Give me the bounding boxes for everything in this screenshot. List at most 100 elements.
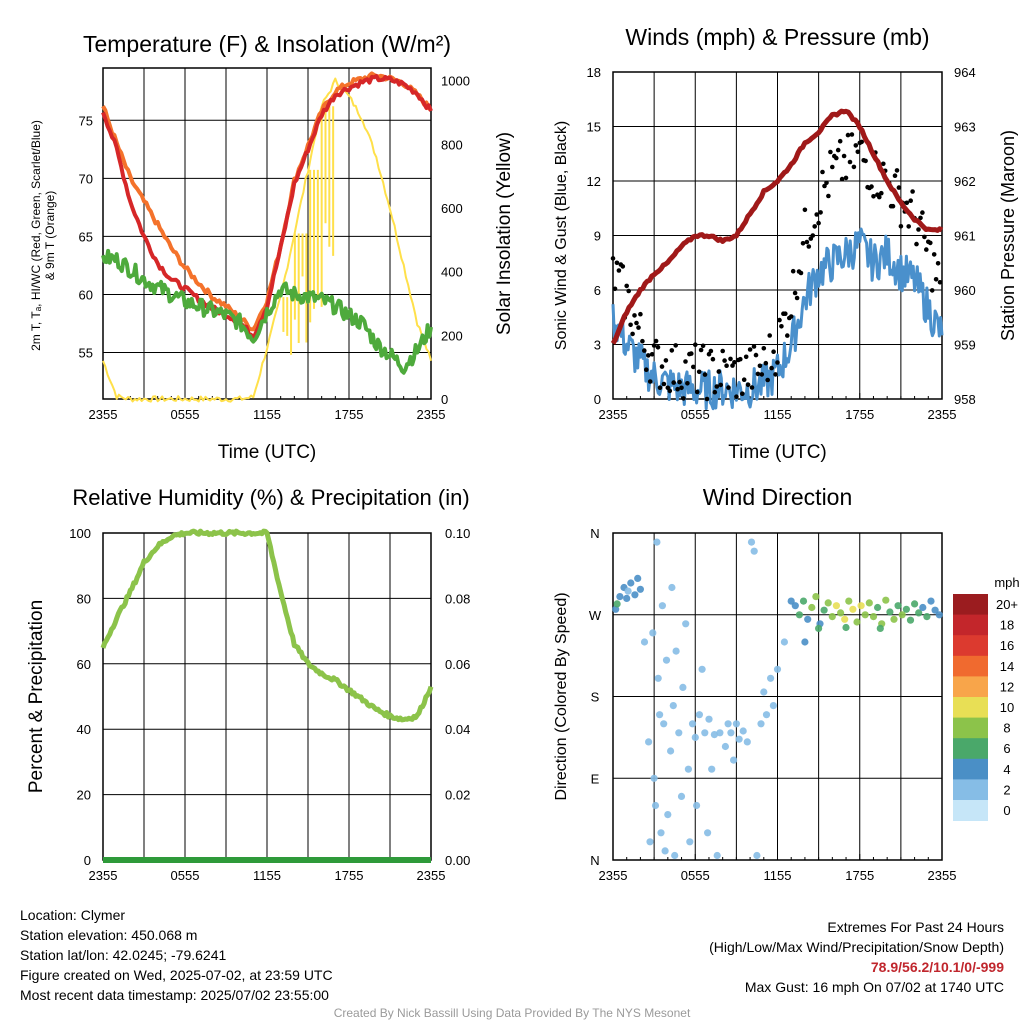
wind-gust-dot: [924, 247, 929, 252]
wind-gust-dot: [828, 149, 833, 155]
wind-direction-point: [672, 647, 680, 655]
wind-direction-point: [902, 605, 911, 613]
temp-ytick-label: 65: [79, 229, 93, 244]
wind-gust-dot: [740, 391, 745, 397]
relative-humidity-line: [100, 528, 434, 723]
wind-gust-dot: [657, 385, 663, 391]
speed-legend-label: 2: [1003, 782, 1010, 797]
wind-direction-point: [730, 756, 738, 764]
precip-ytick-label: 0.06: [445, 657, 470, 672]
wind-direction-point: [724, 720, 732, 728]
solar-ytick-label: 600: [441, 201, 463, 216]
temp-ytick-label: 60: [79, 287, 93, 302]
dir-xtick-label: 2355: [928, 868, 957, 883]
credit-line: Created By Nick Bassill Using Data Provi…: [333, 1006, 691, 1020]
figure-created: Figure created on Wed, 2025-07-02, at 23…: [20, 967, 333, 983]
wind-title: Winds (mph) & Pressure (mb): [625, 24, 929, 50]
wind-gust-dot: [738, 356, 743, 362]
wind-gust-dot: [830, 164, 835, 170]
wind-gust-dot: [753, 352, 759, 358]
wind-gust-dot: [812, 224, 817, 229]
wind-gust-dot: [636, 325, 641, 330]
speed-legend-swatch: [953, 697, 988, 718]
wind-direction-point: [894, 602, 902, 610]
wind-gust-dot: [935, 261, 941, 266]
wind-direction-point: [688, 720, 697, 728]
wind-direction-point: [721, 742, 730, 751]
wind-ytick-label: 6: [594, 283, 601, 298]
wind-gust-dot: [759, 372, 765, 377]
station-info: Location: Clymer Station elevation: 450.…: [20, 905, 333, 1005]
wind-gust-dot: [841, 153, 847, 159]
wind-gust-dot: [747, 347, 753, 352]
wind-gust-dot: [716, 369, 722, 374]
solar-ytick-label: 800: [441, 137, 463, 152]
wind-direction-point: [845, 597, 853, 605]
wind-gust-dot: [612, 286, 618, 292]
wind-gust-dot: [763, 360, 769, 366]
wind-direction-point: [661, 847, 669, 855]
wind-gust-dot: [728, 356, 733, 362]
wind-gust-dot: [802, 207, 808, 213]
wind-gust-dot: [649, 352, 655, 357]
wind-direction-point: [915, 609, 923, 617]
wind-direction-point: [669, 702, 677, 710]
temp-xtick-label: 1155: [253, 407, 281, 422]
wind-gust-dot: [628, 322, 633, 328]
wind-direction-point: [660, 720, 668, 728]
wind-gust-dot: [653, 338, 659, 344]
wind-gust-dot: [839, 176, 845, 182]
wind-direction-point: [667, 747, 675, 755]
wind-direction-point: [656, 711, 664, 719]
speed-legend-swatch: [953, 676, 988, 698]
wind-ytick-label: 0: [594, 392, 601, 407]
wind-gust-dot: [847, 159, 853, 165]
wind-direction-point: [679, 683, 687, 692]
wind-gust-dot: [647, 379, 653, 384]
precip-ytick-label: 0.08: [445, 591, 470, 606]
wind-gust-dot: [851, 164, 857, 170]
wind-direction-point: [876, 624, 884, 633]
wind-direction-point: [886, 608, 894, 616]
wind-direction-point: [675, 729, 683, 737]
wind-direction-point: [820, 606, 828, 614]
wind-direction-point: [716, 729, 724, 737]
wind-gust-dot: [918, 215, 923, 221]
temp-xtick-label: 2355: [417, 407, 446, 422]
wind-gust-dot: [673, 343, 678, 348]
wind-gust-dot: [818, 210, 823, 215]
wind-direction-point: [627, 579, 635, 587]
temp-ytick-label: 70: [79, 171, 93, 186]
wind-gust-dot: [667, 388, 673, 394]
wind-direction-point: [869, 613, 878, 621]
wind-gust-dot: [659, 364, 665, 369]
wind-gust-dot: [712, 389, 718, 395]
extremes-values: 78.9/56.2/10.1/0/-999: [870, 959, 1004, 975]
wind-direction-point: [841, 615, 849, 623]
wind-gust-dot: [675, 386, 680, 392]
speed-legend-label: 20+: [996, 597, 1018, 612]
wind-gust-dot: [837, 138, 843, 144]
wind-gust-dot: [869, 184, 874, 189]
wind-direction-point: [857, 602, 865, 610]
wind-direction-point: [671, 851, 679, 860]
solar-ylabel: Solar Insolation (Yellow): [494, 132, 515, 335]
pressure-ytick-label: 964: [954, 65, 976, 80]
sonic-wind-line: [611, 227, 944, 411]
wind-direction-point: [808, 603, 816, 612]
wind-direction-point: [760, 688, 768, 696]
wind-direction-point: [646, 838, 654, 846]
wind-direction-point: [824, 599, 832, 607]
speed-legend-label: 16: [1000, 638, 1014, 653]
wind-direction-point: [708, 765, 716, 773]
speed-legend-swatch: [953, 717, 988, 739]
speed-legend-swatch: [953, 614, 988, 636]
wind-direction-point: [616, 593, 624, 601]
wind-gust-dot: [790, 268, 796, 274]
dir-ylabel: Direction (Colored By Speed): [553, 592, 570, 800]
wind-gust-dot: [755, 371, 761, 377]
extremes-box: Extremes For Past 24 Hours (High/Low/Max…: [709, 917, 1004, 997]
rh-xtick-label: 0555: [171, 868, 200, 883]
wind-direction-point: [634, 574, 642, 583]
dewpoint-line: [101, 248, 433, 375]
